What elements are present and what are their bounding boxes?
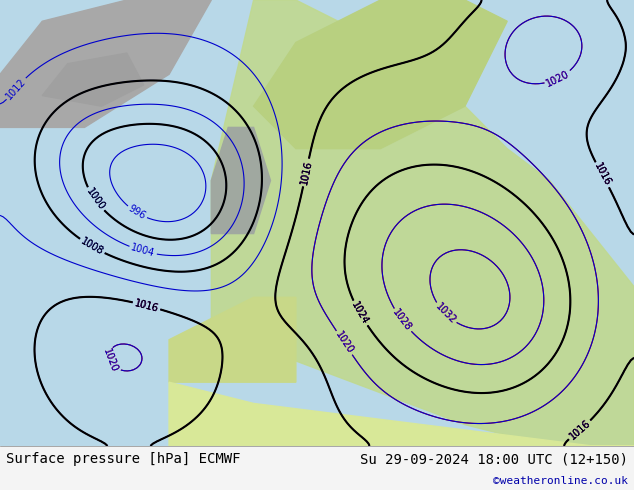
Text: 1016: 1016 [299, 160, 313, 186]
Text: 1016: 1016 [592, 162, 612, 188]
Text: 1016: 1016 [567, 418, 592, 442]
Polygon shape [211, 0, 634, 446]
Text: 1032: 1032 [433, 301, 458, 326]
Text: 1016: 1016 [567, 418, 592, 442]
Text: 1004: 1004 [130, 243, 156, 259]
Text: 1008: 1008 [79, 236, 105, 257]
Text: 1020: 1020 [545, 69, 571, 88]
Polygon shape [169, 297, 296, 382]
Text: Su 29-09-2024 18:00 UTC (12+150): Su 29-09-2024 18:00 UTC (12+150) [359, 452, 628, 466]
Text: 1024: 1024 [349, 300, 370, 326]
Text: 1020: 1020 [333, 330, 355, 356]
Text: 1024: 1024 [349, 300, 370, 326]
Polygon shape [42, 53, 144, 106]
Text: 1000: 1000 [84, 187, 107, 212]
Polygon shape [254, 0, 507, 148]
Text: 1016: 1016 [299, 160, 313, 186]
Text: 1032: 1032 [433, 301, 458, 326]
Text: 1016: 1016 [592, 162, 612, 188]
Text: Surface pressure [hPa] ECMWF: Surface pressure [hPa] ECMWF [6, 452, 241, 466]
Text: 1016: 1016 [592, 162, 612, 188]
Text: 1016: 1016 [133, 298, 160, 314]
Text: 1016: 1016 [567, 418, 592, 442]
Text: 1020: 1020 [333, 330, 355, 356]
Polygon shape [169, 382, 634, 446]
Text: 1016: 1016 [133, 298, 160, 314]
Text: 1028: 1028 [391, 308, 413, 333]
Polygon shape [0, 0, 211, 127]
Text: 1020: 1020 [101, 347, 119, 374]
Text: 1028: 1028 [391, 308, 413, 333]
Text: 1008: 1008 [79, 236, 105, 257]
Text: 1024: 1024 [349, 300, 370, 326]
Text: 1016: 1016 [133, 298, 160, 314]
Text: 1016: 1016 [299, 160, 313, 186]
Text: 1020: 1020 [101, 347, 119, 374]
Text: 1000: 1000 [84, 187, 107, 212]
Text: 1020: 1020 [545, 69, 571, 88]
Text: 1012: 1012 [4, 76, 28, 101]
Polygon shape [211, 127, 271, 234]
Text: ©weatheronline.co.uk: ©weatheronline.co.uk [493, 476, 628, 486]
Text: 996: 996 [127, 203, 148, 221]
